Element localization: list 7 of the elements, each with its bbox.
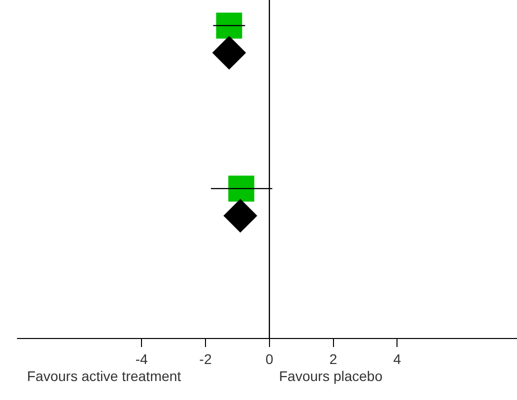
text: Favours placebo	[279, 368, 383, 384]
text: Favours active treatment	[27, 368, 182, 384]
x-tick-label: 0	[266, 350, 274, 367]
x-tick-label: -4	[135, 350, 148, 367]
x-tick-label: 4	[393, 350, 402, 367]
x-tick-label: 2	[329, 350, 338, 367]
x-tick-label: -2	[199, 350, 212, 367]
